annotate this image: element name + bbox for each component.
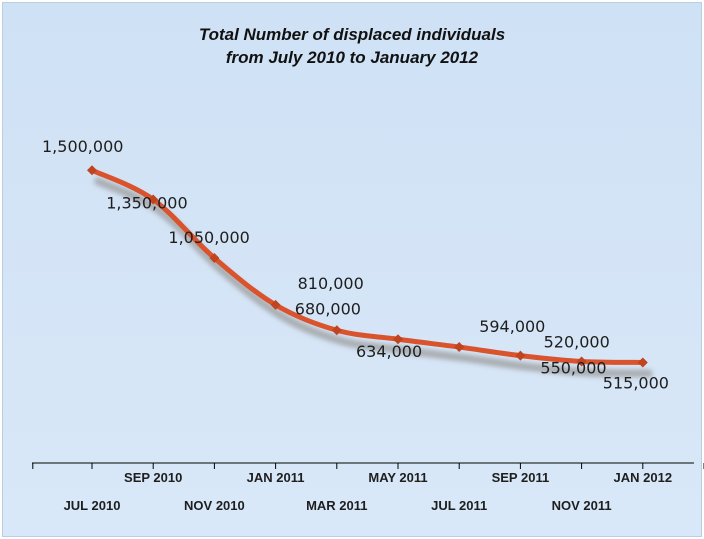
data-label: 634,000 (356, 342, 422, 361)
x-tick-label: JUL 2010 (64, 498, 121, 513)
data-point (148, 194, 159, 205)
data-label: 1,050,000 (168, 228, 249, 247)
data-point (331, 325, 342, 336)
chart-title-block: Total Number of displaced individuals fr… (3, 23, 701, 69)
x-tick-label: MAY 2011 (368, 470, 427, 485)
x-tick-label: JUL 2011 (431, 498, 487, 513)
data-label: 1,500,000 (42, 137, 123, 156)
data-point (209, 253, 220, 264)
data-labels: 1,500,000 1,350,000 1,050,000 810,000 680,00… (42, 137, 669, 392)
data-label: 1,350,000 (106, 193, 187, 212)
x-tick-label: NOV 2011 (552, 498, 612, 513)
chart-title: Total Number of displaced individuals (198, 25, 506, 44)
series-line-path (89, 167, 646, 365)
data-label: 810,000 (298, 274, 364, 293)
x-tick-label: SEP 2011 (492, 470, 550, 485)
line-shadow (94, 177, 653, 378)
data-label: 594,000 (479, 317, 545, 336)
x-tick-label: SEP 2010 (124, 470, 182, 485)
x-tick-label: JAN 2011 (247, 470, 305, 485)
data-point (393, 334, 403, 345)
x-tick-label: MAR 2011 (306, 498, 367, 513)
chart-subtitle: from July 2010 to January 2012 (225, 48, 479, 67)
data-label: 515,000 (603, 373, 669, 392)
data-point (454, 342, 465, 353)
x-tick-label: JAN 2012 (614, 470, 673, 485)
series-line (89, 167, 646, 365)
x-tick-label: NOV 2010 (184, 498, 245, 513)
data-label: 550,000 (540, 359, 606, 378)
x-axis (32, 462, 704, 469)
series-shadow (94, 177, 653, 378)
data-point (87, 165, 97, 176)
data-point (637, 357, 648, 368)
series-markers (87, 165, 648, 368)
data-point (515, 350, 526, 361)
data-point (270, 299, 281, 310)
data-label: 520,000 (544, 332, 610, 351)
data-label: 680,000 (295, 299, 361, 318)
data-point (576, 356, 587, 367)
